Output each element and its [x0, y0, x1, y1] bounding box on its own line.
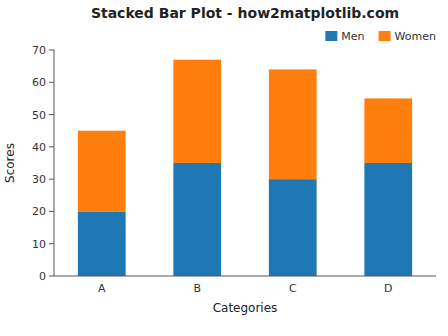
chart-container: Stacked Bar Plot - how2matplotlib.com 0 10…	[0, 0, 448, 336]
bar-segment	[269, 179, 317, 276]
y-tick-label: 40	[32, 141, 46, 154]
y-axis-label: Scores	[3, 143, 17, 183]
bar-segment	[269, 69, 317, 179]
x-axis-line	[54, 276, 436, 277]
y-axis-line	[54, 50, 55, 276]
x-axis: A B C D	[54, 276, 436, 295]
y-tick-label: 70	[32, 44, 46, 57]
y-tick-label: 10	[32, 238, 46, 251]
legend-item: Women	[379, 30, 436, 43]
x-tick-label: A	[98, 282, 106, 295]
y-tick-label: 30	[32, 173, 46, 186]
title: Stacked Bar Plot - how2matplotlib.com	[91, 5, 399, 21]
page: {"chart_data": {"type": "bar", "stacked"…	[0, 0, 448, 336]
x-tick-label: C	[289, 282, 297, 295]
legend-label: Men	[341, 30, 364, 43]
y-tick	[49, 146, 54, 147]
chart: Stacked Bar Plot - how2matplotlib.com 0 10…	[0, 0, 448, 336]
bar-segment	[364, 98, 412, 163]
legend-item: Men	[325, 30, 364, 43]
y-tick-label: 0	[39, 270, 46, 283]
y-tick-label: 20	[32, 205, 46, 218]
y-axis: 0 10 20 30 40 50 60 70	[32, 44, 54, 283]
x-tick-label: B	[193, 282, 201, 295]
y-tick	[49, 243, 54, 244]
y-tick	[49, 179, 54, 180]
y-tick-label: 60	[32, 76, 46, 89]
y-tick	[49, 276, 54, 277]
x-axis-label: Categories	[213, 301, 278, 315]
bar-segment	[173, 163, 221, 276]
legend-label: Women	[395, 30, 436, 43]
x-tick-label: D	[384, 282, 392, 295]
y-tick-label: 50	[32, 109, 46, 122]
y-tick	[49, 50, 54, 51]
y-tick	[49, 114, 54, 115]
y-tick	[49, 82, 54, 83]
legend-swatch	[379, 31, 391, 41]
legend: Men Women	[325, 30, 436, 43]
bar-segment	[364, 163, 412, 276]
bar-segment	[78, 211, 126, 276]
legend-swatch	[325, 31, 337, 41]
y-tick	[49, 211, 54, 212]
bars	[78, 60, 412, 276]
bar-segment	[173, 60, 221, 163]
bar-segment	[78, 131, 126, 212]
